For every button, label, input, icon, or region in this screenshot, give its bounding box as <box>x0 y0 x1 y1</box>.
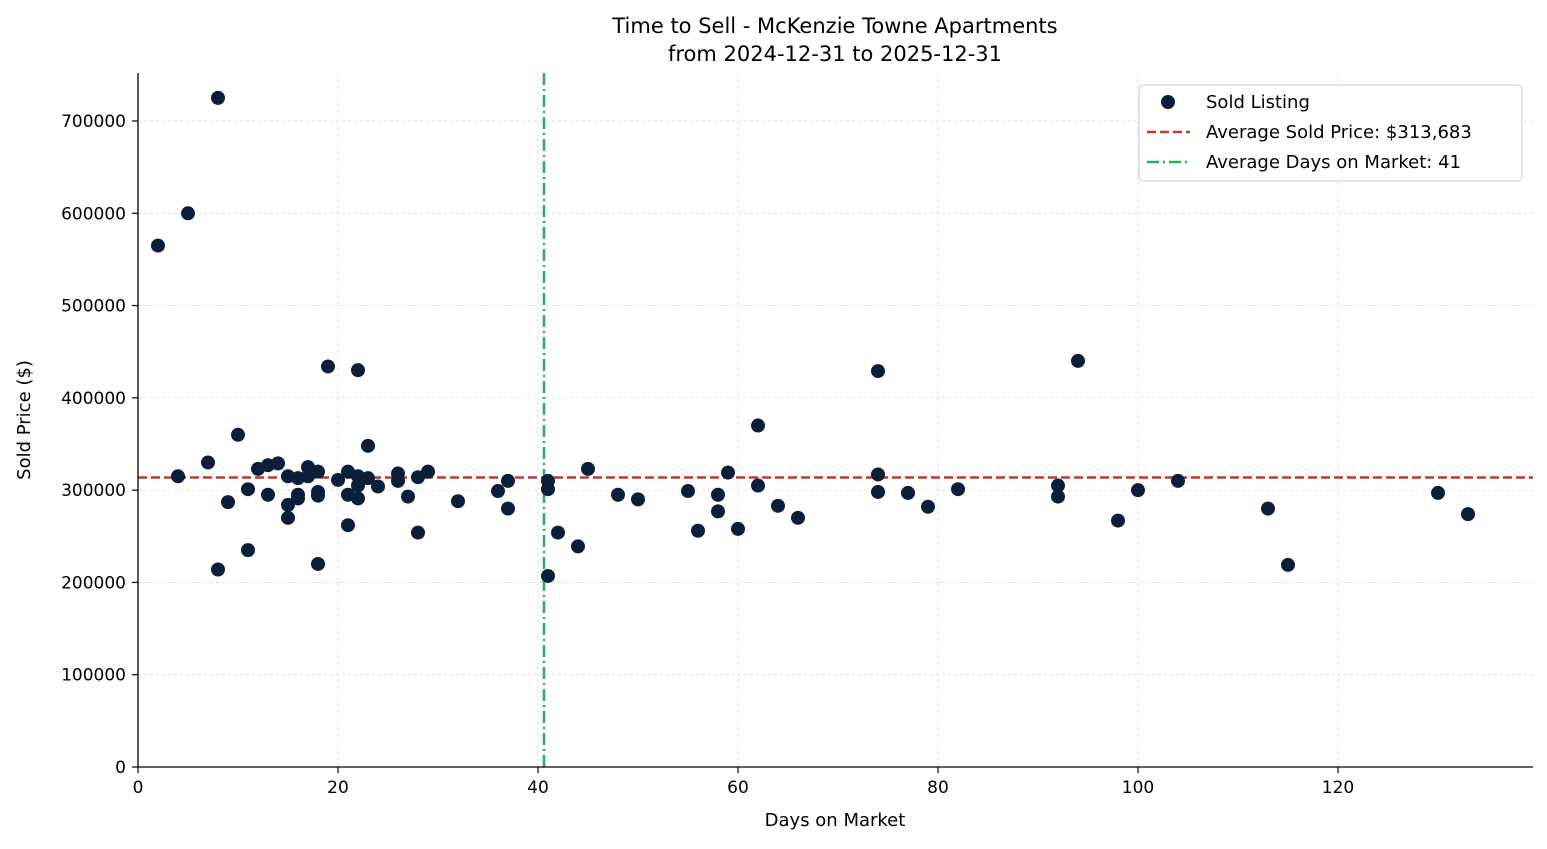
data-point <box>151 238 165 253</box>
y-axis-label: Sold Price ($) <box>14 360 35 480</box>
y-tick-label: 700000 <box>61 112 126 132</box>
data-point <box>1261 501 1275 516</box>
data-point <box>281 497 295 512</box>
data-point <box>281 510 295 525</box>
data-point <box>311 464 325 479</box>
grid <box>138 73 1533 767</box>
data-point <box>551 525 565 540</box>
chart-title: Time to Sell - McKenzie Towne Apartments <box>611 14 1057 38</box>
data-point <box>681 484 695 499</box>
data-point <box>731 521 745 536</box>
data-point <box>541 568 555 583</box>
data-point <box>451 494 465 509</box>
data-point <box>311 488 325 503</box>
y-tick-label: 500000 <box>61 297 126 317</box>
y-tick-label: 0 <box>115 758 126 778</box>
data-point <box>211 562 225 577</box>
data-point <box>271 456 285 471</box>
data-point <box>421 464 435 479</box>
data-point <box>951 482 965 497</box>
data-points <box>151 90 1475 583</box>
data-point <box>241 543 255 558</box>
x-tick-label: 80 <box>927 778 949 798</box>
data-point <box>211 90 225 105</box>
x-tick-label: 100 <box>1122 778 1154 798</box>
data-point <box>721 465 735 480</box>
data-point <box>411 525 425 540</box>
data-point <box>311 556 325 571</box>
data-point <box>491 484 505 499</box>
data-point <box>291 491 305 506</box>
y-tick-label: 200000 <box>61 573 126 593</box>
data-point <box>871 467 885 482</box>
data-point <box>351 478 365 493</box>
data-point <box>1111 513 1125 528</box>
data-point <box>871 364 885 379</box>
y-tick-label: 400000 <box>61 389 126 409</box>
y-tick-label: 600000 <box>61 204 126 224</box>
data-point <box>711 487 725 502</box>
data-point <box>341 518 355 533</box>
legend: Sold Listing Average Sold Price: $313,683… <box>1138 84 1523 182</box>
data-point <box>791 510 805 525</box>
data-point <box>321 359 335 374</box>
x-tick-label: 120 <box>1322 778 1354 798</box>
x-tick-label: 20 <box>327 778 349 798</box>
y-tick-label: 100000 <box>61 666 126 686</box>
data-point <box>351 363 365 378</box>
data-point <box>571 539 585 554</box>
data-point <box>351 491 365 506</box>
data-point <box>1281 557 1295 572</box>
data-point <box>771 498 785 513</box>
data-point <box>401 489 415 504</box>
data-point <box>1071 353 1085 368</box>
data-point <box>231 427 245 442</box>
data-point <box>1461 507 1475 522</box>
data-point <box>1051 489 1065 504</box>
data-point <box>371 479 385 494</box>
legend-label: Average Days on Market: 41 <box>1206 152 1461 173</box>
data-point <box>241 482 255 497</box>
data-point <box>361 471 375 486</box>
data-point <box>261 487 275 502</box>
data-point <box>501 501 515 516</box>
data-point <box>181 206 195 221</box>
x-tick-label: 40 <box>527 778 549 798</box>
data-point <box>1051 478 1065 493</box>
data-point <box>331 472 345 487</box>
data-point <box>1131 483 1145 498</box>
data-point <box>171 469 185 484</box>
data-point <box>391 473 405 488</box>
data-point <box>751 418 765 433</box>
data-point <box>1171 473 1185 488</box>
legend-label: Sold Listing <box>1206 92 1310 113</box>
legend-label: Average Sold Price: $313,683 <box>1206 122 1472 143</box>
data-point <box>361 438 375 453</box>
data-point <box>631 492 645 507</box>
data-point <box>201 455 215 470</box>
x-axis-label: Days on Market <box>765 810 906 831</box>
y-tick-label: 300000 <box>61 481 126 501</box>
data-point <box>1431 485 1445 500</box>
data-point <box>711 504 725 519</box>
axes: 0 20 40 60 80 100 120 0 100000 200000 300000 400000… <box>61 73 1533 798</box>
data-point <box>611 487 625 502</box>
data-point <box>901 485 915 500</box>
data-point <box>581 461 595 476</box>
data-point <box>751 478 765 493</box>
chart-subtitle: from 2024-12-31 to 2025-12-31 <box>668 42 1002 66</box>
average-lines <box>138 73 1533 767</box>
legend-box <box>1138 84 1523 182</box>
data-point <box>221 495 235 510</box>
x-tick-label: 0 <box>133 778 144 798</box>
x-tick-label: 60 <box>727 778 749 798</box>
data-point <box>871 484 885 499</box>
data-point <box>541 482 555 497</box>
data-point <box>501 473 515 488</box>
data-point <box>691 523 705 538</box>
legend-marker <box>1161 95 1175 109</box>
data-point <box>921 499 935 514</box>
